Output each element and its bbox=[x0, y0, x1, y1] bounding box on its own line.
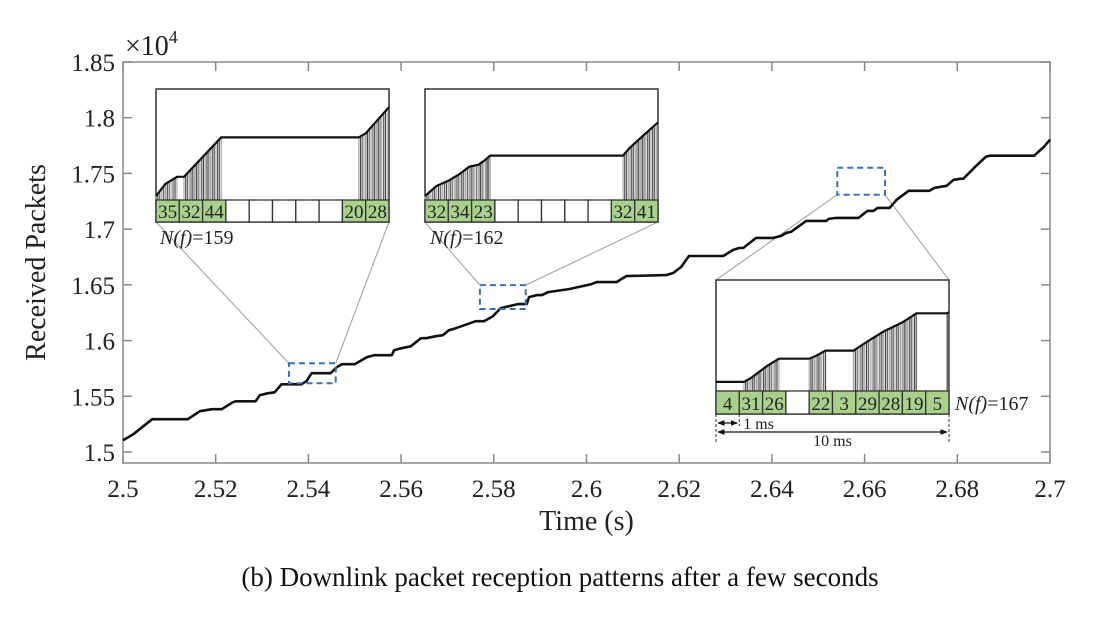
slot-cell-label: 41 bbox=[637, 202, 656, 223]
nf-label-value: =167 bbox=[987, 393, 1028, 415]
slot-cell-label: 35 bbox=[158, 202, 177, 223]
slot-cell-label: 32 bbox=[181, 202, 200, 223]
slot-cell-label: 23 bbox=[474, 202, 493, 223]
x-axis-label: Time (s) bbox=[539, 506, 634, 537]
inset-1: 35 32 44 20 28 N(f)=159 bbox=[155, 88, 390, 249]
y-ticks: 1.5 1.55 1.6 1.65 1.7 1.75 1.8 1.85 bbox=[71, 50, 1050, 467]
nf-label-prefix: N(f) bbox=[159, 227, 193, 249]
slot-cell bbox=[517, 199, 543, 223]
y-axis-label: Received Packets bbox=[21, 164, 52, 361]
nf-label: N(f)=159 bbox=[159, 227, 234, 249]
slot-cell-label: 31 bbox=[741, 394, 760, 415]
slot-cell bbox=[785, 390, 810, 415]
slot-cell-label: 29 bbox=[858, 394, 877, 415]
y-tick-label: 1.6 bbox=[84, 329, 115, 356]
slot-cell bbox=[365, 199, 390, 223]
x-tick-label: 2.56 bbox=[379, 476, 423, 503]
x-tick-label: 2.66 bbox=[843, 476, 887, 503]
inset-curve bbox=[155, 106, 390, 197]
connector-line bbox=[424, 221, 481, 286]
y-tick-label: 1.8 bbox=[84, 106, 115, 133]
nf-label-prefix: N(f) bbox=[954, 393, 988, 415]
y-tick-label: 1.75 bbox=[71, 161, 115, 188]
x-tick-label: 2.52 bbox=[194, 476, 238, 503]
slot-cell bbox=[564, 199, 589, 223]
slot-cell bbox=[248, 199, 274, 223]
y-tick-label: 1.85 bbox=[71, 50, 115, 77]
x-tick-label: 2.68 bbox=[935, 476, 979, 503]
slot-cell-label: 19 bbox=[905, 394, 924, 415]
ten-ms-label: 10 ms bbox=[813, 433, 852, 450]
x-tick-label: 2.62 bbox=[657, 476, 701, 503]
slot-cell bbox=[587, 199, 613, 223]
connector-line bbox=[335, 221, 390, 364]
series-line bbox=[122, 138, 1051, 442]
slot-cell bbox=[271, 199, 297, 223]
slot-cell-label: 34 bbox=[450, 202, 470, 223]
inset-2: 32 34 23 32 41N(f)=162 bbox=[424, 88, 659, 249]
nf-label-value: =162 bbox=[462, 227, 503, 249]
slot-cell-label: 28 bbox=[881, 394, 900, 415]
slot-cell-label: 32 bbox=[614, 202, 633, 223]
nf-label-value: =159 bbox=[192, 227, 233, 249]
axes: 2.5 2.52 2.54 2.56 2.58 2.6 2.62 2.64 2.66 2.68 2.… bbox=[71, 50, 1065, 503]
y-tick-label: 1.7 bbox=[84, 217, 115, 244]
x-tick-label: 2.54 bbox=[287, 476, 331, 503]
y-multiplier-exponent: 4 bbox=[169, 27, 178, 47]
connector-line bbox=[525, 221, 659, 286]
y-tick-label: 1.5 bbox=[84, 440, 115, 467]
slot-cell-label: 44 bbox=[205, 202, 225, 223]
slot-cell bbox=[318, 199, 344, 223]
slot-cell-label: 3 bbox=[839, 394, 849, 415]
inset-curve bbox=[716, 311, 950, 383]
slot-cell-label: 28 bbox=[368, 202, 387, 223]
x-ticks: 2.5 2.52 2.54 2.56 2.58 2.6 2.62 2.64 2.66 2.68 2.… bbox=[107, 62, 1066, 503]
nf-label: N(f)=162 bbox=[429, 227, 504, 249]
inset-curve bbox=[424, 121, 659, 197]
series-group bbox=[122, 138, 1051, 442]
slot-cell bbox=[634, 199, 659, 223]
slot-cell bbox=[540, 199, 566, 223]
slot-cell-label: 26 bbox=[765, 394, 784, 415]
zoom-region-box bbox=[836, 166, 886, 196]
slot-cell-label: 4 bbox=[723, 394, 733, 415]
one-ms-label: 1 ms bbox=[743, 416, 774, 433]
inset-3: 4 31 26 22 3 29 28 19 5 N(f)=167 1 ms 10 ms bbox=[715, 279, 1029, 450]
x-tick-label: 2.64 bbox=[750, 476, 794, 503]
connector-line bbox=[884, 194, 950, 281]
x-tick-label: 2.58 bbox=[472, 476, 516, 503]
y-multiplier-label: ×104 bbox=[125, 27, 178, 62]
zoom-region-box bbox=[287, 362, 337, 385]
slot-cell-label: 22 bbox=[811, 394, 830, 415]
connector-line bbox=[155, 221, 290, 364]
slot-cell bbox=[295, 199, 320, 223]
figure-caption: (b) Downlink packet reception patterns a… bbox=[241, 562, 879, 592]
y-tick-label: 1.55 bbox=[71, 384, 115, 411]
slot-cell bbox=[225, 199, 250, 223]
x-tick-label: 2.7 bbox=[1034, 476, 1065, 503]
slot-cell-label: 20 bbox=[345, 202, 364, 223]
slot-cell-label: 32 bbox=[427, 202, 446, 223]
slot-cell bbox=[494, 199, 519, 223]
slot-cell bbox=[925, 390, 950, 415]
slot-cell-label: 5 bbox=[933, 394, 943, 415]
zoom-region-box bbox=[478, 284, 527, 311]
y-tick-label: 1.65 bbox=[71, 273, 115, 300]
x-tick-label: 2.5 bbox=[107, 476, 138, 503]
x-tick-label: 2.6 bbox=[571, 476, 602, 503]
nf-label: N(f)=167 bbox=[954, 393, 1029, 415]
y-multiplier-base: ×10 bbox=[125, 31, 169, 62]
nf-label-prefix: N(f) bbox=[429, 227, 463, 249]
zoom-boxes bbox=[287, 166, 886, 385]
